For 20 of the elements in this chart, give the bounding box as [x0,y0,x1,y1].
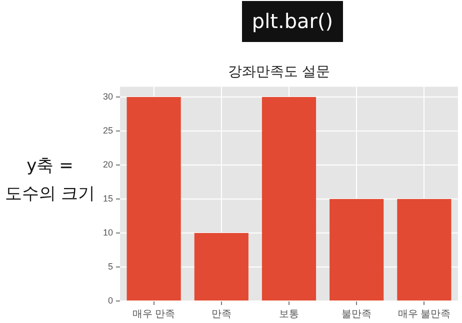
bar [126,97,181,300]
x-tick-label: 불만족 [342,308,372,320]
x-tick-label: 보통 [279,308,300,320]
bar [194,233,248,300]
bar [262,97,316,300]
text: y축 = 도수의 크기 [4,155,96,206]
x-tick-label: 매우 만족 [132,308,176,320]
y-tick-label: 15 [102,193,114,204]
bar [397,199,452,300]
x-tick-label: 매우 불만족 [398,308,451,320]
bar [330,199,384,300]
text: plt.bar() [242,1,343,42]
y-tick-label: 20 [102,159,114,170]
y-tick-label: 30 [102,91,114,102]
y-tick-label: 10 [102,227,114,238]
chart-title: 강좌만족도 설문 [228,64,330,80]
y-tick-label: 0 [108,295,114,306]
y-tick-label: 25 [102,125,114,136]
y-tick-label: 5 [108,261,114,272]
x-tick-label: 만족 [211,308,232,320]
